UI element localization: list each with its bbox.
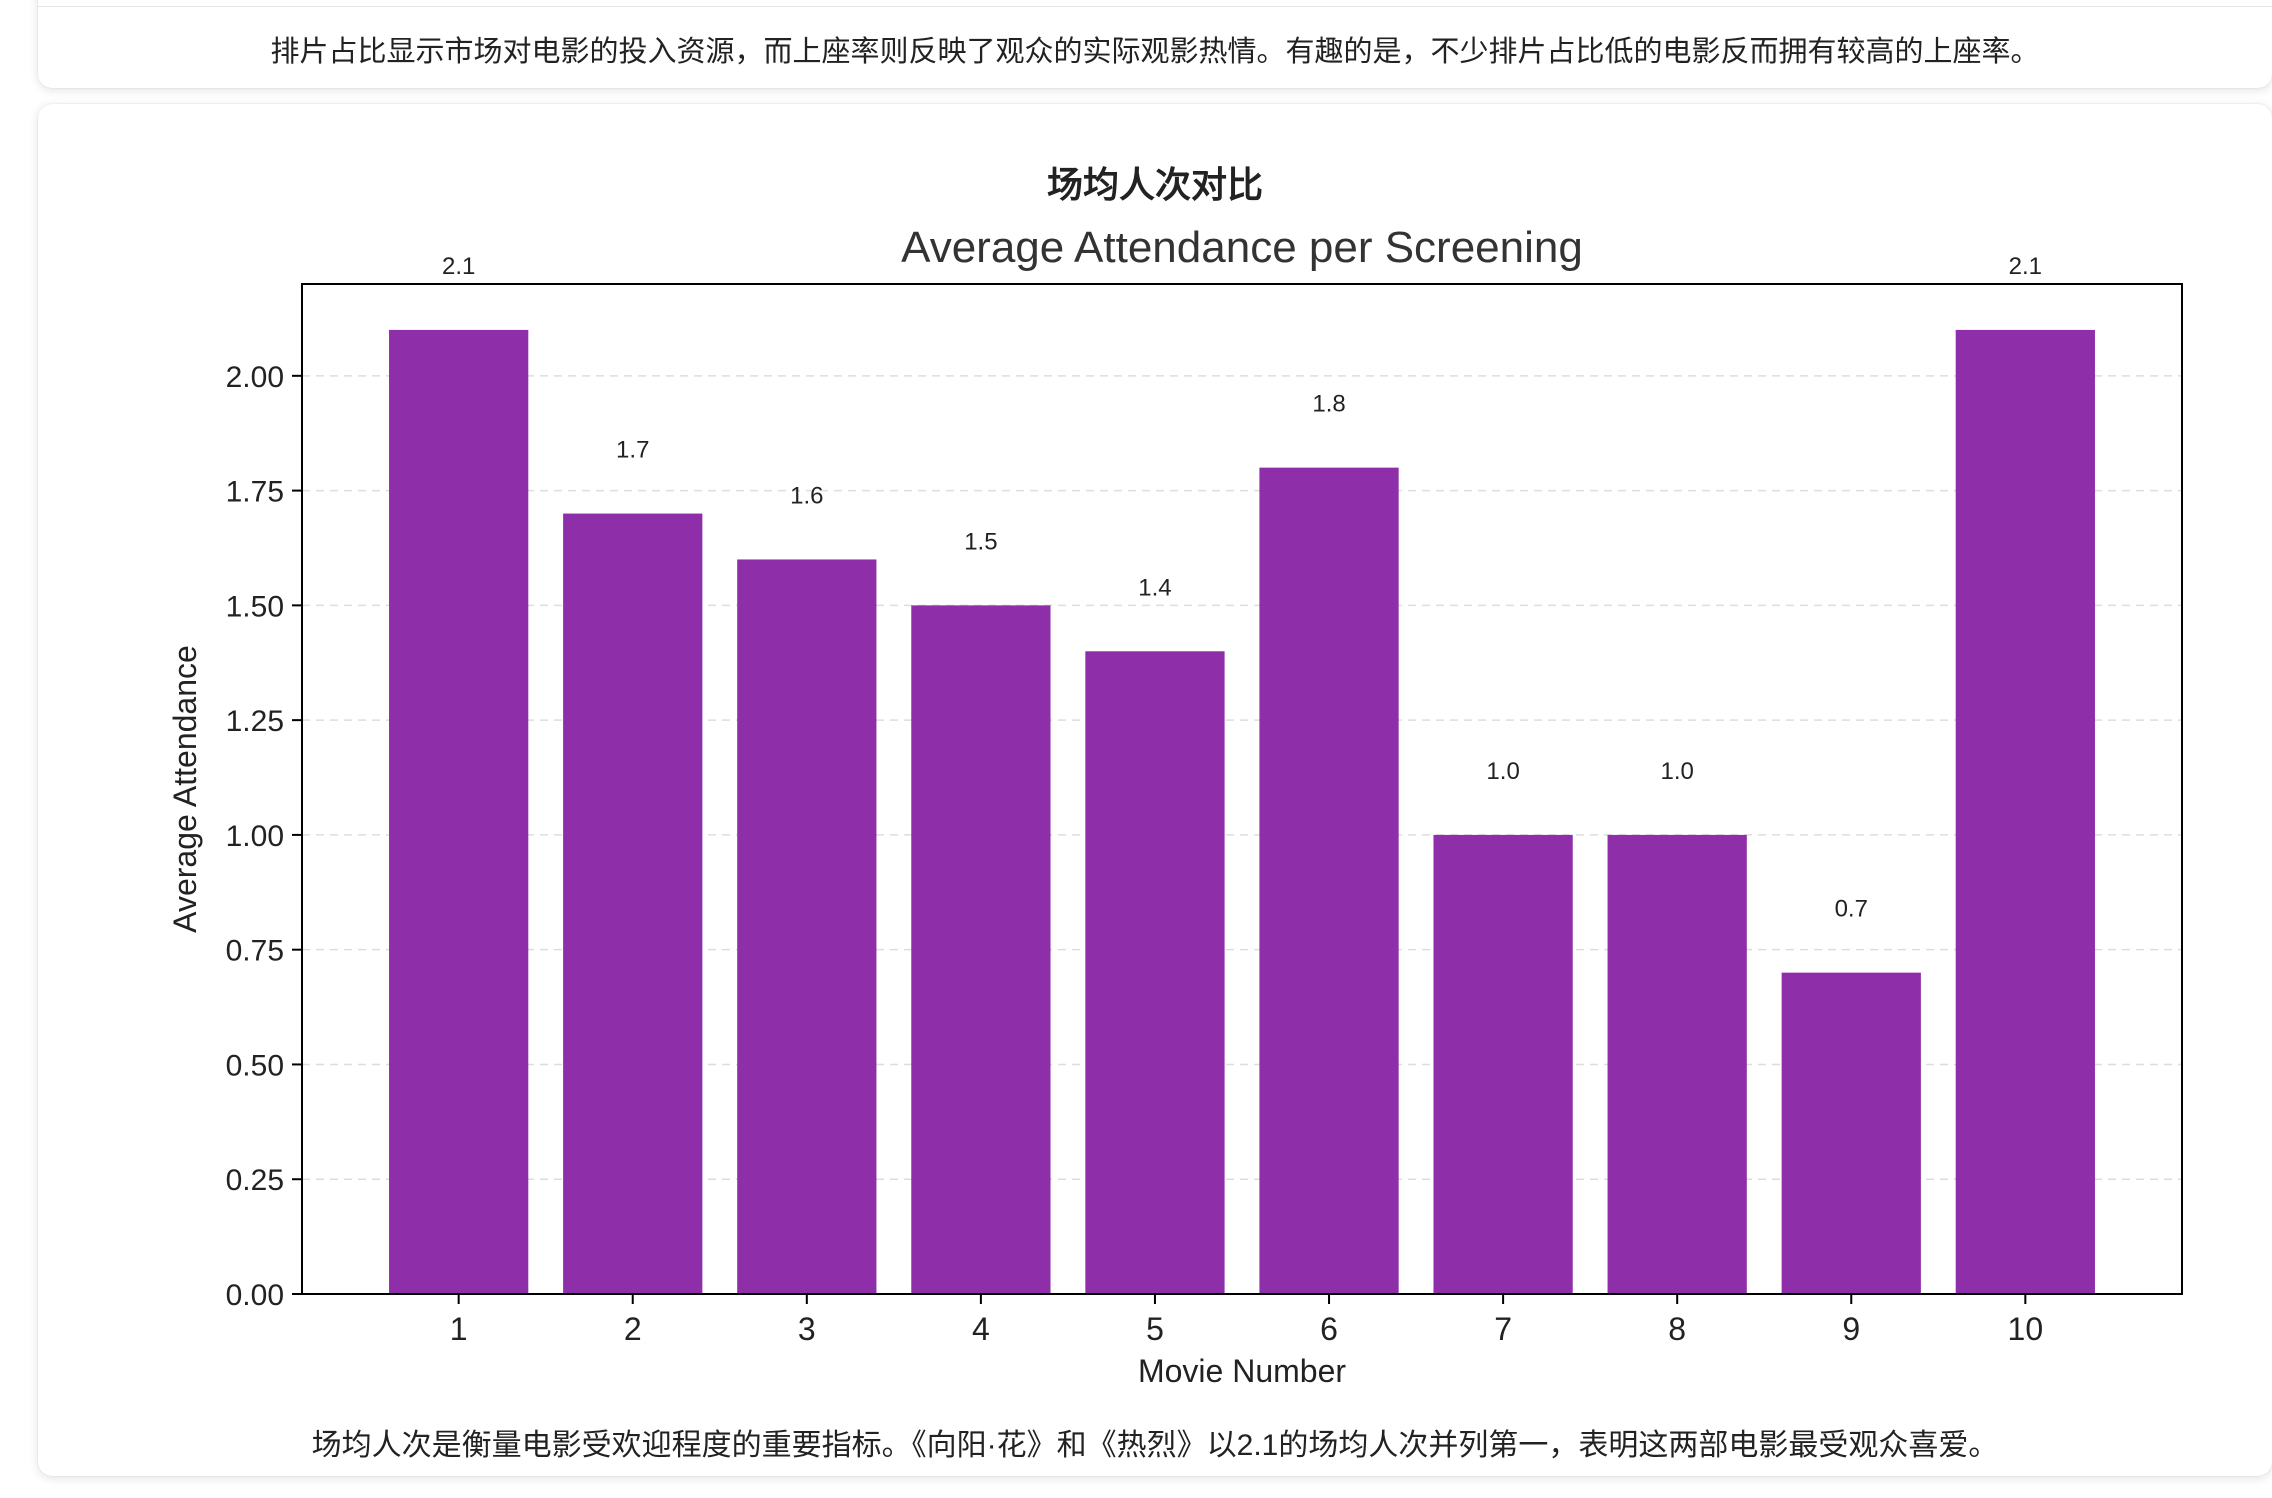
x-tick-label: 3 (798, 1311, 816, 1347)
bar-movie-3 (737, 559, 877, 1294)
x-tick-label: 10 (2008, 1311, 2044, 1347)
bar-movie-4 (911, 605, 1051, 1294)
y-tick-label: 0.25 (226, 1164, 284, 1197)
y-tick-label: 1.00 (226, 820, 284, 853)
x-tick-label: 7 (1494, 1311, 1512, 1347)
summary-card: 排片占比显示市场对电影的投入资源，而上座率则反映了观众的实际观影热情。有趣的是，… (38, 0, 2272, 88)
y-tick-label: 1.50 (226, 590, 284, 623)
bar-movie-5 (1085, 651, 1225, 1294)
bar-value-label: 1.0 (1486, 758, 1519, 785)
bar-value-label: 2.1 (442, 253, 475, 280)
y-tick-label: 0.75 (226, 935, 284, 968)
bar-movie-6 (1259, 467, 1399, 1294)
bar-movie-7 (1433, 834, 1573, 1294)
chart-title: Average Attendance per Screening (901, 223, 1583, 272)
bar-value-label: 0.7 (1835, 896, 1868, 923)
bar-value-label: 2.1 (2009, 253, 2042, 280)
y-tick-label: 2.00 (226, 361, 284, 394)
y-axis-label: Average Attendance (167, 645, 203, 933)
bars: 2.1 1.7 1.6 1.5 1.4 1.8 1.0 1.0 0.7 2.1 (389, 253, 2095, 1295)
bar-movie-8 (1607, 834, 1747, 1294)
bar-movie-9 (1781, 972, 1921, 1294)
bar-value-label: 1.0 (1660, 758, 1693, 785)
bar-movie-1 (389, 329, 529, 1295)
bar-value-label: 1.7 (616, 437, 649, 464)
x-tick-label: 8 (1668, 1311, 1686, 1347)
x-tick-label: 9 (1842, 1311, 1860, 1347)
bar-value-label: 1.8 (1312, 391, 1345, 418)
plot-frame (301, 283, 2183, 1295)
y-tick-label: 0.00 (226, 1279, 284, 1312)
y-tick-label: 0.50 (226, 1049, 284, 1082)
x-axis-label: Movie Number (1138, 1353, 1346, 1389)
x-tick-label: 4 (972, 1311, 990, 1347)
market-description: 排片占比显示市场对电影的投入资源，而上座率则反映了观众的实际观影热情。有趣的是，… (270, 36, 2040, 68)
bar-chart: 2.1 1.7 1.6 1.5 1.4 1.8 1.0 1.0 0.7 2.1 0.00 0.25 0… (167, 223, 2183, 1389)
y-tick-label: 1.25 (226, 705, 284, 738)
ticks: 0.000.250.500.751.001.251.501.752.001 2 3 4… (226, 361, 2044, 1347)
bar-value-label: 1.6 (790, 482, 823, 509)
x-tick-label: 5 (1146, 1311, 1164, 1347)
y-tick-label: 1.75 (226, 476, 284, 509)
bar-value-label: 1.4 (1138, 574, 1171, 601)
x-tick-label: 1 (450, 1311, 468, 1347)
divider (38, 6, 2272, 7)
x-tick-label: 2 (624, 1311, 642, 1347)
bar-value-label: 1.5 (964, 528, 997, 555)
x-tick-label: 6 (1320, 1311, 1338, 1347)
bar-movie-2 (563, 513, 703, 1294)
chart-caption: 场均人次是衡量电影受欢迎程度的重要指标。《向阳·花》和《热烈》以2.1的场均人次… (311, 1429, 1999, 1462)
chart-heading: 场均人次对比 (1046, 164, 1263, 205)
bar-movie-10 (1955, 329, 2095, 1295)
chart-card: 场均人次对比 2.1 1.7 1.6 1.5 1.4 1.8 1.0 1.0 0.7 2.1 0.… (38, 104, 2272, 1476)
